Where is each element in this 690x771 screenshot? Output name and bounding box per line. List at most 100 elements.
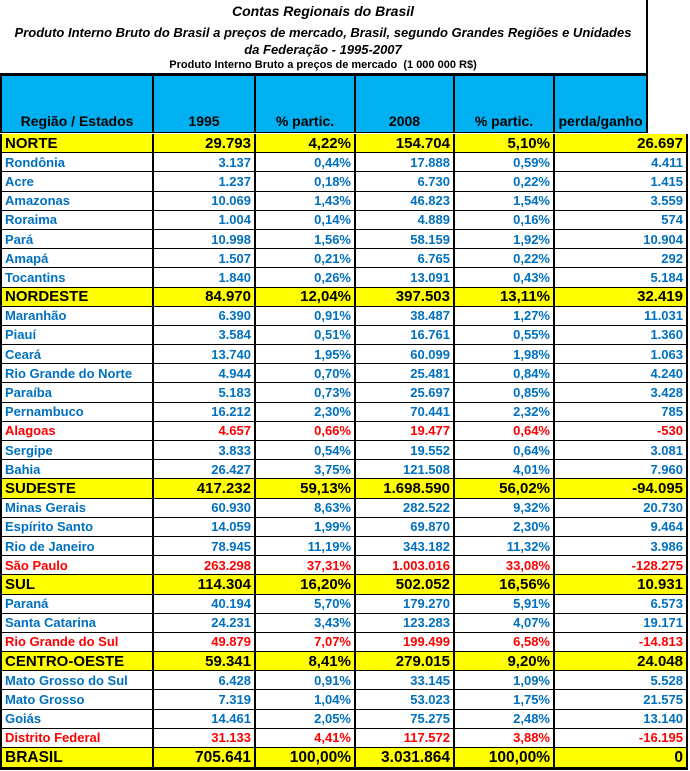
row-value-cell[interactable]: 1.507 [154,249,256,268]
row-value-cell[interactable]: 0,26% [256,268,356,287]
row-label-cell[interactable]: BRASIL [2,748,154,768]
row-value-cell[interactable]: 0,44% [256,153,356,172]
row-value-cell[interactable]: 1,95% [256,345,356,364]
row-label-cell[interactable]: Espírito Santo [2,517,154,536]
row-value-cell[interactable]: 19.171 [555,613,688,632]
row-value-cell[interactable]: 0,73% [256,383,356,402]
row-label-cell[interactable]: São Paulo [2,556,154,575]
row-value-cell[interactable]: 6.390 [154,306,256,325]
row-value-cell[interactable]: -16.195 [555,728,688,747]
row-value-cell[interactable]: 26.697 [555,134,688,153]
row-value-cell[interactable]: 1,56% [256,229,356,249]
row-label-cell[interactable]: SUDESTE [2,479,154,498]
row-value-cell[interactable]: 8,41% [256,652,356,671]
row-value-cell[interactable]: 502.052 [356,575,455,594]
row-value-cell[interactable]: 24.231 [154,613,256,632]
row-value-cell[interactable]: 6.730 [356,172,455,191]
row-value-cell[interactable]: 7,07% [256,632,356,652]
row-label-cell[interactable]: Mato Grosso [2,690,154,709]
row-value-cell[interactable]: 2,30% [256,402,356,421]
row-value-cell[interactable]: 0,84% [455,364,555,383]
row-value-cell[interactable]: 53.023 [356,690,455,709]
row-value-cell[interactable]: 13.740 [154,345,256,364]
row-value-cell[interactable]: 11,32% [455,536,555,556]
row-value-cell[interactable]: 2,32% [455,402,555,421]
row-value-cell[interactable]: 0,64% [455,441,555,460]
row-label-cell[interactable]: CENTRO-OESTE [2,652,154,671]
row-value-cell[interactable]: 117.572 [356,728,455,747]
row-value-cell[interactable]: 4,22% [256,134,356,153]
row-value-cell[interactable]: 0,59% [455,153,555,172]
row-value-cell[interactable]: 14.461 [154,709,256,728]
row-value-cell[interactable]: 2,48% [455,709,555,728]
row-label-cell[interactable]: Bahia [2,460,154,479]
row-value-cell[interactable]: 1,04% [256,690,356,709]
row-value-cell[interactable]: 56,02% [455,479,555,498]
row-value-cell[interactable]: 37,31% [256,556,356,575]
row-label-cell[interactable]: Minas Gerais [2,498,154,517]
row-value-cell[interactable]: 1.360 [555,325,688,345]
row-value-cell[interactable]: 19.477 [356,421,455,440]
row-value-cell[interactable]: 8,63% [256,498,356,517]
row-value-cell[interactable]: 292 [555,249,688,268]
row-label-cell[interactable]: Mato Grosso do Sul [2,671,154,690]
row-label-cell[interactable]: Rio Grande do Sul [2,632,154,652]
row-value-cell[interactable]: 3,43% [256,613,356,632]
row-value-cell[interactable]: 75.275 [356,709,455,728]
column-header-perda-ganho[interactable]: perda/ganho [555,76,648,132]
row-label-cell[interactable]: Rio de Janeiro [2,536,154,556]
row-label-cell[interactable]: SUL [2,575,154,594]
row-value-cell[interactable]: 1.237 [154,172,256,191]
row-value-cell[interactable]: 16,56% [455,575,555,594]
row-value-cell[interactable]: 1.004 [154,210,256,229]
row-value-cell[interactable]: 0,18% [256,172,356,191]
row-label-cell[interactable]: NORDESTE [2,287,154,306]
row-value-cell[interactable]: 9,32% [455,498,555,517]
row-value-cell[interactable]: 10.931 [555,575,688,594]
row-value-cell[interactable]: 60.099 [356,345,455,364]
row-value-cell[interactable]: 1,99% [256,517,356,536]
row-value-cell[interactable]: 154.704 [356,134,455,153]
row-value-cell[interactable]: 5,70% [256,594,356,613]
row-value-cell[interactable]: 114.304 [154,575,256,594]
row-value-cell[interactable]: 100,00% [455,748,555,768]
row-label-cell[interactable]: Tocantins [2,268,154,287]
row-value-cell[interactable]: -94.095 [555,479,688,498]
row-value-cell[interactable]: 58.159 [356,229,455,249]
row-value-cell[interactable]: 4.240 [555,364,688,383]
row-value-cell[interactable]: 0,55% [455,325,555,345]
row-value-cell[interactable]: 7.960 [555,460,688,479]
row-value-cell[interactable]: 3.833 [154,441,256,460]
row-value-cell[interactable]: 179.270 [356,594,455,613]
row-value-cell[interactable]: 13.091 [356,268,455,287]
row-value-cell[interactable]: 417.232 [154,479,256,498]
row-label-cell[interactable]: Paraná [2,594,154,613]
column-header-1995[interactable]: 1995 [154,76,256,132]
row-value-cell[interactable]: 31.133 [154,728,256,747]
column-header-partic-1995[interactable]: % partic. [256,76,356,132]
row-value-cell[interactable]: 3.986 [555,536,688,556]
row-value-cell[interactable]: 4,07% [455,613,555,632]
row-value-cell[interactable]: 6.428 [154,671,256,690]
row-value-cell[interactable]: 17.888 [356,153,455,172]
row-value-cell[interactable]: 5.184 [555,268,688,287]
row-value-cell[interactable]: 1,27% [455,306,555,325]
row-label-cell[interactable]: Maranhão [2,306,154,325]
row-value-cell[interactable]: 78.945 [154,536,256,556]
row-value-cell[interactable]: 0,54% [256,441,356,460]
row-value-cell[interactable]: 13,11% [455,287,555,306]
row-value-cell[interactable]: 38.487 [356,306,455,325]
row-value-cell[interactable]: 1,54% [455,191,555,210]
row-value-cell[interactable]: 1.698.590 [356,479,455,498]
row-label-cell[interactable]: Ceará [2,345,154,364]
row-value-cell[interactable]: -128.275 [555,556,688,575]
row-value-cell[interactable]: 785 [555,402,688,421]
row-value-cell[interactable]: 49.879 [154,632,256,652]
row-value-cell[interactable]: 59,13% [256,479,356,498]
row-value-cell[interactable]: 0,21% [256,249,356,268]
row-value-cell[interactable]: 1.003.016 [356,556,455,575]
row-value-cell[interactable]: 11.031 [555,306,688,325]
row-value-cell[interactable]: 14.059 [154,517,256,536]
row-value-cell[interactable]: 1,92% [455,229,555,249]
row-value-cell[interactable]: 3.081 [555,441,688,460]
